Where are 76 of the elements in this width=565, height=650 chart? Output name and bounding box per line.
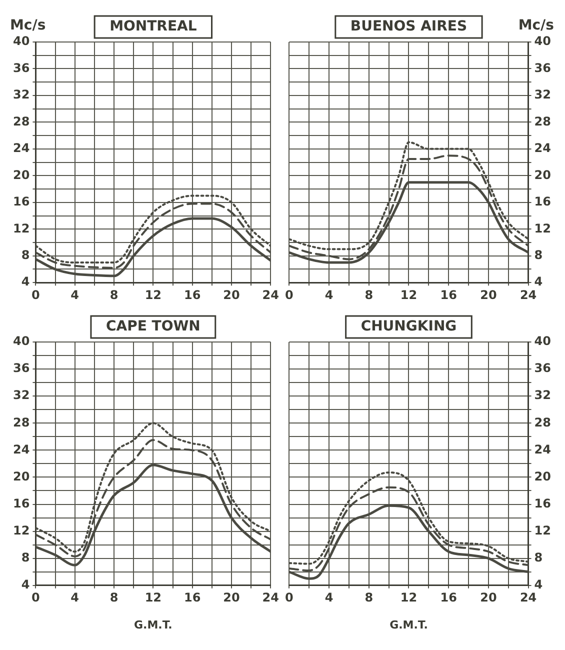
y2-tick-label: 36 — [534, 60, 552, 75]
x-tick-label: 16 — [440, 590, 457, 605]
x-tick-label: 24 — [262, 590, 279, 605]
y-tick-label: 36 — [12, 361, 30, 376]
y2-tick-label: 20 — [534, 168, 552, 182]
x-axis-title: G.M.T. — [390, 618, 428, 632]
y2-tick-label: 4 — [534, 274, 543, 289]
y2-tick-label: 24 — [534, 442, 552, 456]
y-tick-label: 4 — [21, 578, 30, 592]
x-tick-label: 24 — [520, 590, 537, 605]
y-tick-label: 16 — [12, 194, 30, 209]
chart-title: CAPE TOWN — [106, 318, 200, 335]
y2-tick-label: 12 — [534, 523, 552, 538]
x-tick-label: 4 — [70, 590, 80, 605]
x-tick-label: 16 — [184, 590, 201, 605]
x-tick-label: 4 — [70, 288, 80, 302]
x-tick-label: 20 — [223, 590, 240, 605]
y-tick-label: 40 — [12, 334, 30, 348]
y2-tick-label: 28 — [534, 415, 552, 430]
y-tick-label: 40 — [12, 34, 30, 48]
x-tick-label: 24 — [262, 288, 279, 302]
y-tick-label: 24 — [12, 442, 30, 456]
x-tick-label: 8 — [364, 288, 374, 302]
y-tick-label: 8 — [21, 550, 30, 564]
y-tick-label: 20 — [12, 469, 30, 484]
y-tick-label: 8 — [21, 248, 30, 262]
x-tick-label: 4 — [324, 590, 334, 605]
y2-tick-label: 28 — [534, 114, 552, 128]
x-tick-label: 0 — [284, 288, 294, 302]
x-tick-label: 12 — [144, 590, 162, 605]
x-tick-label: 8 — [110, 288, 118, 302]
y2-tick-label: 16 — [534, 194, 552, 209]
chart-title: CHUNGKING — [360, 318, 457, 335]
y-tick-label: 32 — [12, 88, 30, 102]
y-tick-label: 28 — [12, 415, 30, 430]
y-tick-label: 32 — [12, 388, 30, 402]
chart-title: MONTREAL — [110, 18, 197, 35]
y2-tick-label: 24 — [534, 141, 552, 156]
y2-tick-label: 40 — [534, 34, 552, 48]
x-tick-label: 8 — [110, 590, 118, 605]
x-tick-label: 24 — [520, 288, 537, 302]
y2-tick-label: 8 — [534, 248, 543, 262]
y-tick-label: 12 — [12, 523, 30, 538]
y-tick-label: 36 — [12, 60, 30, 75]
y2-tick-label: 16 — [534, 496, 552, 510]
y-tick-label: 24 — [12, 141, 30, 156]
x-tick-label: 0 — [32, 590, 40, 605]
y2-tick-label: 36 — [534, 361, 552, 376]
y-tick-label: 28 — [12, 114, 30, 128]
x-tick-label: 12 — [400, 590, 418, 605]
x-tick-label: 16 — [440, 288, 457, 302]
x-tick-label: 12 — [400, 288, 418, 302]
y2-tick-label: 40 — [534, 334, 552, 348]
y2-tick-label: 32 — [534, 388, 552, 402]
y2-tick-label: 8 — [534, 550, 543, 564]
x-tick-label: 0 — [284, 590, 294, 605]
y2-tick-label: 4 — [534, 578, 543, 592]
x-tick-label: 20 — [223, 288, 240, 302]
x-tick-label: 0 — [32, 288, 40, 302]
y2-tick-label: 20 — [534, 469, 552, 484]
y-tick-label: 16 — [12, 496, 30, 510]
x-axis-title: G.M.T. — [134, 618, 172, 632]
x-tick-label: 4 — [324, 288, 334, 302]
x-tick-label: 20 — [480, 288, 497, 302]
y2-tick-label: 32 — [534, 88, 552, 102]
y-axis-title: Mc/s — [10, 18, 46, 34]
chart-title: BUENOS AIRES — [350, 18, 468, 35]
x-tick-label: 16 — [184, 288, 201, 302]
y-tick-label: 12 — [12, 221, 30, 236]
y-tick-label: 20 — [12, 168, 30, 182]
y-tick-label: 4 — [21, 274, 30, 289]
x-tick-label: 8 — [364, 590, 374, 605]
y2-tick-label: 12 — [534, 221, 552, 236]
x-tick-label: 20 — [480, 590, 497, 605]
y2-axis-title: Mc/s — [518, 18, 554, 34]
x-tick-label: 12 — [144, 288, 162, 302]
